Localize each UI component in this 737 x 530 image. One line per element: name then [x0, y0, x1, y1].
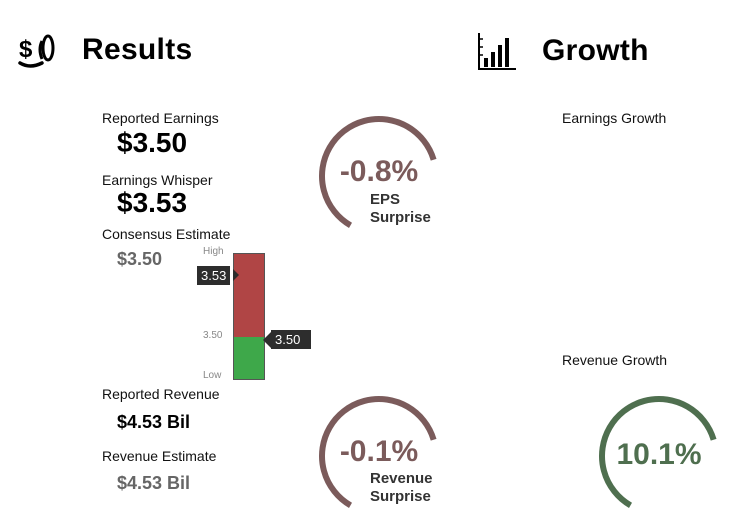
eps-surprise-ring [319, 116, 439, 236]
revenue-growth-percent: 10.1% [616, 438, 702, 471]
earnings-whisper-label: Earnings Whisper [102, 172, 213, 188]
actual-tag-pointer [263, 332, 271, 348]
whisper-tag: 3.53 [197, 266, 231, 285]
reported-earnings-value: $3.50 [117, 127, 188, 158]
range-mid-label: 3.50 [203, 330, 223, 341]
earnings-growth-label: Earnings Growth [562, 110, 667, 126]
reported-earnings-label: Reported Earnings [102, 110, 219, 126]
svg-text:$: $ [19, 36, 33, 63]
revenue-growth-ring [599, 396, 719, 516]
eps-surprise-gauge: -0.8% EPS Surprise [316, 113, 442, 239]
growth-header: Growth [476, 31, 726, 73]
eps-surprise-percent: -0.8% [339, 155, 419, 188]
growth-title: Growth [542, 34, 649, 67]
revenue-surprise-line1: Revenue [370, 470, 433, 487]
revenue-growth-label: Revenue Growth [562, 352, 668, 368]
revenue-growth-gauge: 10.1% [596, 393, 722, 519]
results-header: $ Results [18, 31, 268, 71]
results-title: Results [82, 33, 193, 66]
revenue-surprise-gauge: -0.1% Revenue Surprise [316, 393, 442, 519]
range-bar-red-segment [233, 253, 265, 338]
revenue-surprise-percent: -0.1% [339, 435, 419, 468]
revenue-estimate-value: $4.53 Bil [117, 473, 191, 493]
actual-tag: 3.50 [271, 330, 311, 349]
eps-surprise-line1: EPS [370, 191, 401, 208]
consensus-estimate-label: Consensus Estimate [102, 226, 231, 242]
money-coins-icon: $ [18, 33, 58, 69]
estimate-range-bar: High 3.50 Low 3.53 3.50 [196, 244, 321, 386]
eps-surprise-line2: Surprise [370, 209, 431, 226]
whisper-tag-pointer [233, 269, 239, 281]
revenue-surprise-ring [319, 396, 439, 516]
reported-revenue-value: $4.53 Bil [117, 412, 191, 432]
bar-chart-icon [476, 31, 518, 73]
reported-revenue-label: Reported Revenue [102, 386, 220, 402]
consensus-estimate-value: $3.50 [117, 249, 163, 269]
range-high-label: High [203, 246, 224, 257]
range-bar-green-segment [233, 337, 265, 380]
revenue-estimate-label: Revenue Estimate [102, 448, 217, 464]
range-low-label: Low [203, 370, 222, 381]
revenue-surprise-line2: Surprise [370, 488, 431, 505]
earnings-whisper-value: $3.53 [117, 187, 188, 218]
